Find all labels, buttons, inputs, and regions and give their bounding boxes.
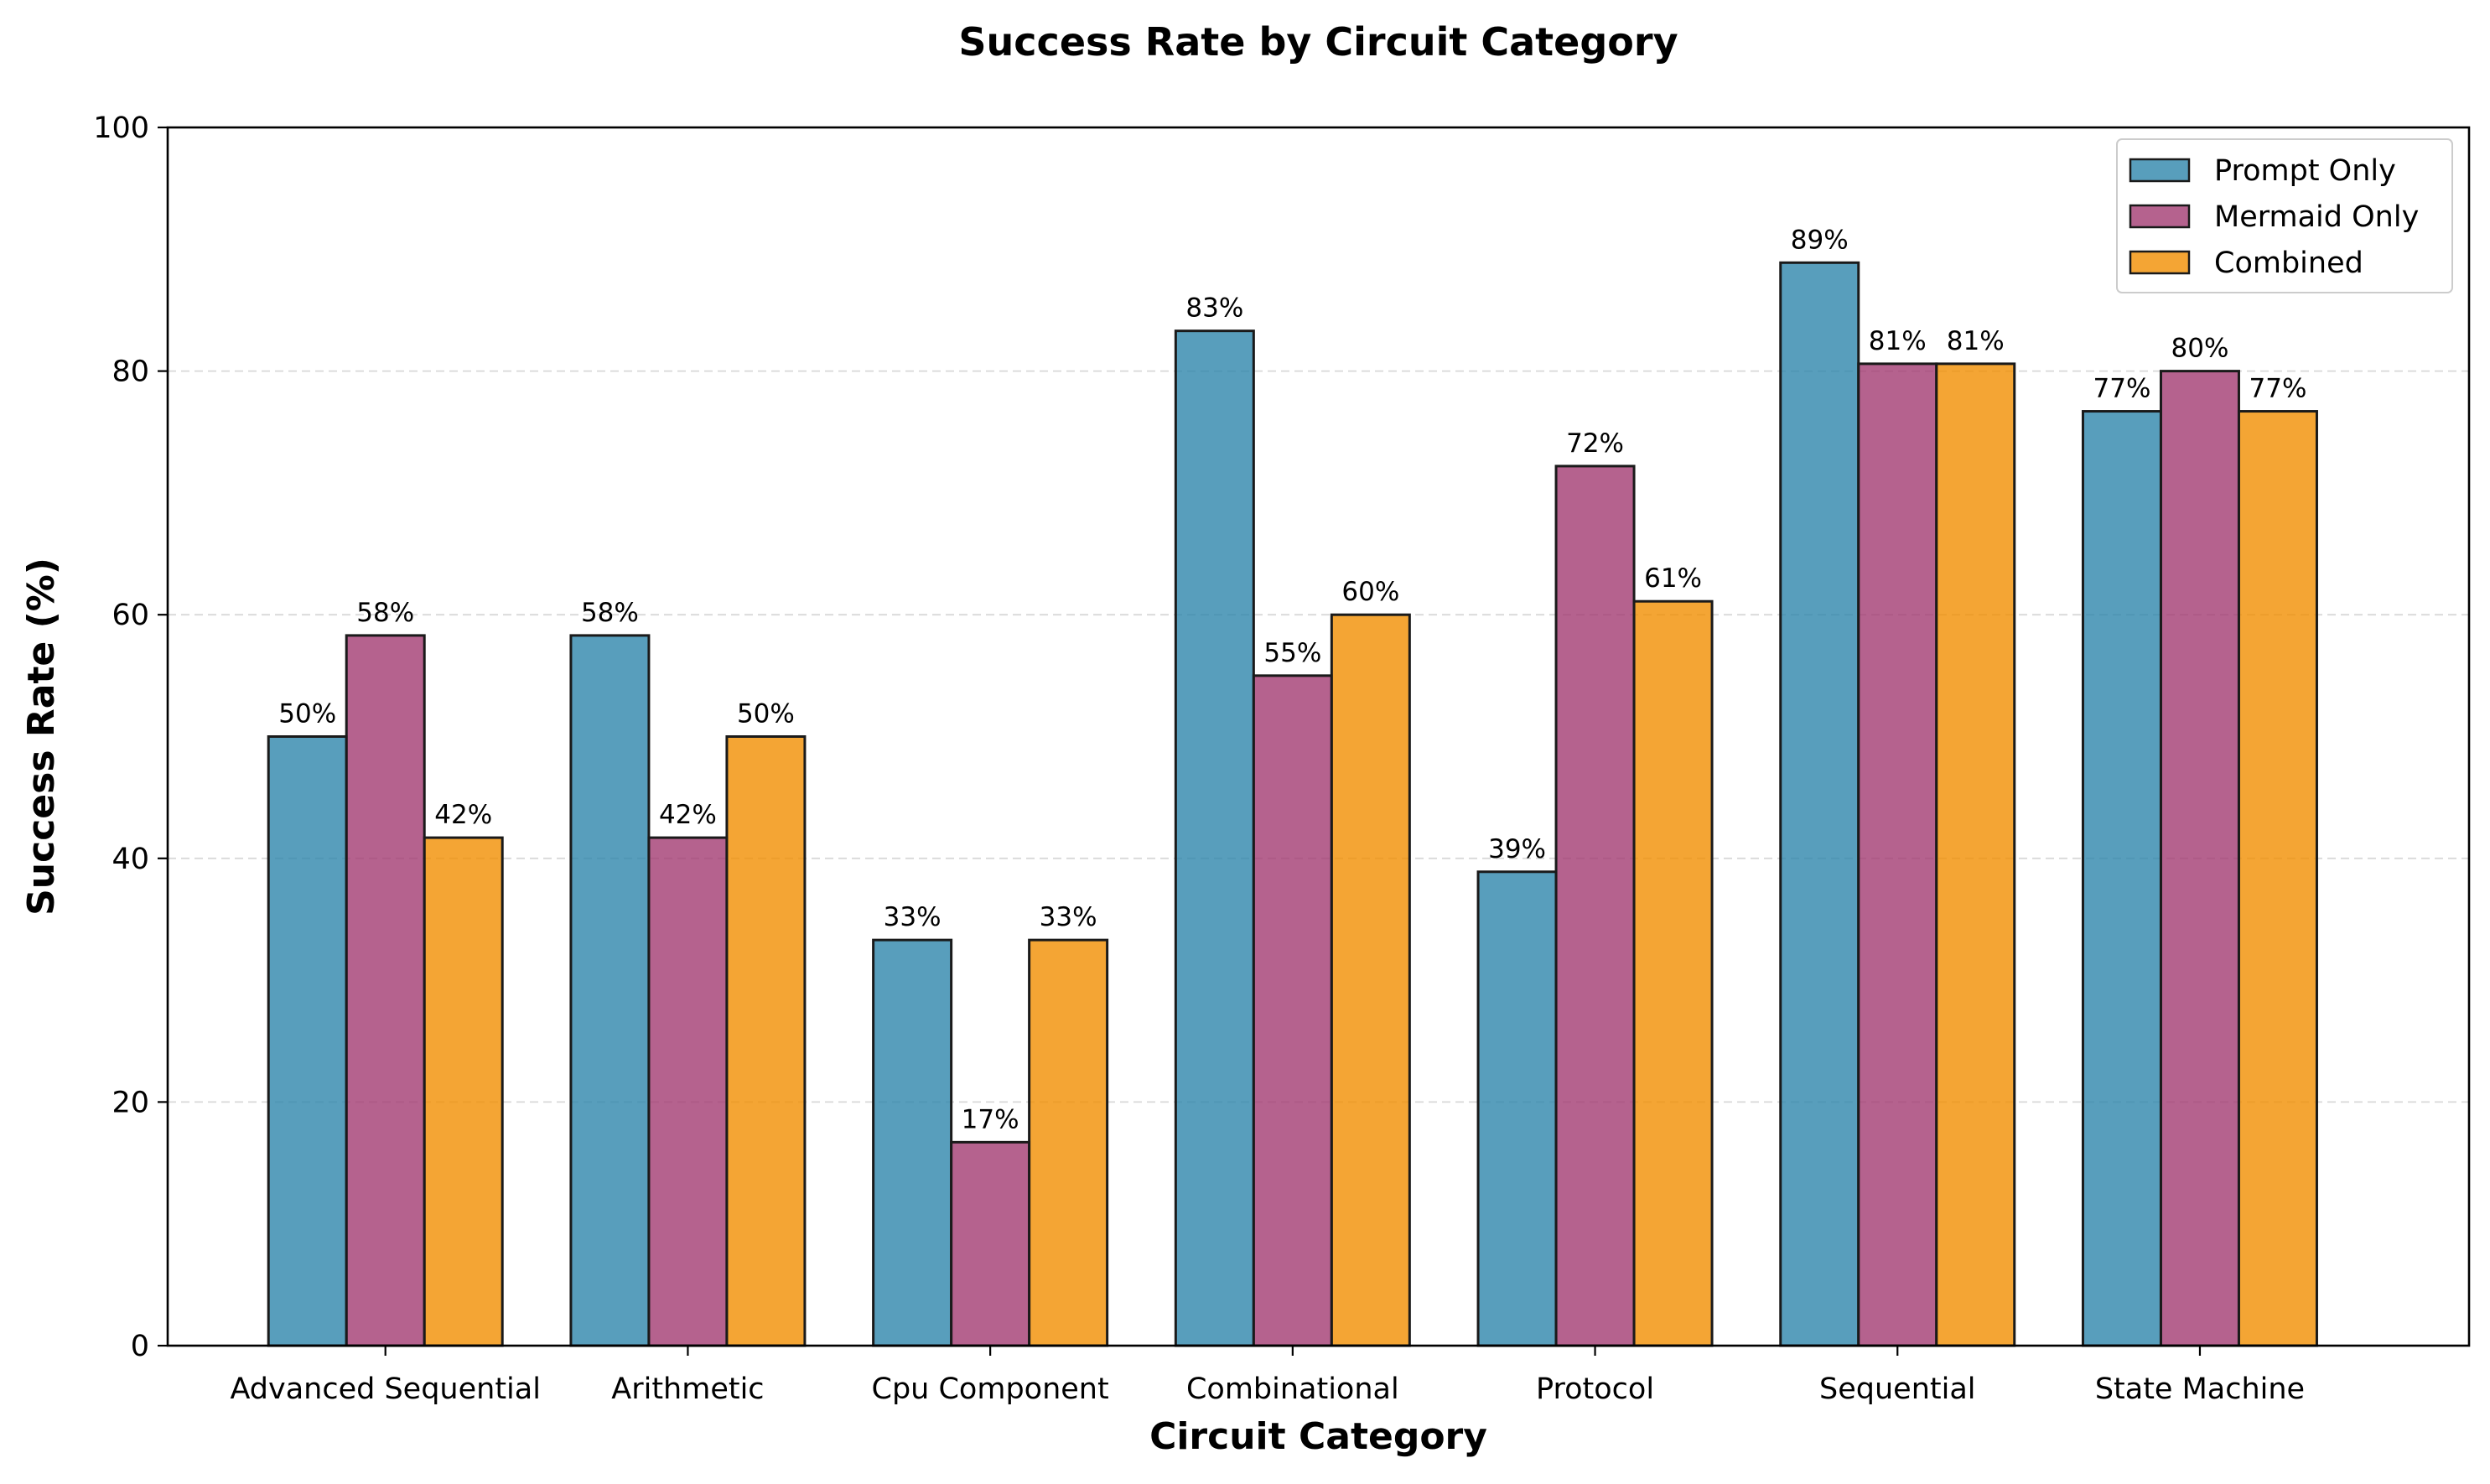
gridlines: [168, 370, 2469, 1103]
plot-frame: [166, 126, 2471, 1347]
chart-title: Success Rate by Circuit Category: [958, 19, 1678, 65]
x-tick-label: Sequential: [1819, 1372, 1975, 1406]
legend-swatch: [2129, 204, 2191, 229]
bar-value-label: 50%: [278, 699, 336, 729]
bar-mermaid-only: [1857, 362, 1938, 1347]
legend-label: Combined: [2214, 246, 2363, 280]
bar-mermaid-only: [950, 1140, 1031, 1347]
bar-prompt-only: [2081, 410, 2162, 1347]
bar-value-label: 50%: [737, 699, 795, 729]
x-axis: Advanced Sequential Arithmetic Cpu Compone…: [230, 1346, 2305, 1406]
bar-value-label: 42%: [434, 800, 492, 830]
bar-value-label: 17%: [962, 1104, 1019, 1134]
bar-prompt-only: [1476, 870, 1558, 1347]
bar-value-label: 58%: [581, 598, 639, 628]
legend-label: Prompt Only: [2214, 154, 2396, 188]
bar-value-label: 77%: [2093, 374, 2151, 404]
bar-combined: [1935, 362, 2016, 1347]
x-tick-label: Protocol: [1536, 1372, 1654, 1406]
bar-mermaid-only: [1554, 464, 1636, 1347]
bar-value-label: 55%: [1263, 638, 1321, 668]
bar-mermaid-only: [345, 634, 426, 1347]
y-tick-label: 0: [131, 1330, 149, 1363]
x-tick-label: Advanced Sequential: [230, 1372, 541, 1406]
bars: [267, 261, 2318, 1347]
y-tick-label: 80: [112, 355, 149, 389]
x-tick-label: Arithmetic: [611, 1372, 764, 1406]
bar-prompt-only: [267, 735, 348, 1347]
bar-combined: [1330, 613, 1411, 1347]
legend-swatch: [2129, 250, 2191, 275]
bar-value-label: 89%: [1791, 225, 1849, 255]
bar-value-label: 77%: [2249, 374, 2307, 404]
bar-combined: [2237, 410, 2318, 1347]
legend-box: [2116, 138, 2453, 293]
bar-value-label: 61%: [1644, 563, 1702, 594]
bar-mermaid-only: [2159, 370, 2240, 1347]
bar-value-label: 81%: [1947, 326, 2005, 356]
bar-value-label: 39%: [1488, 834, 1546, 864]
bar-prompt-only: [872, 938, 953, 1347]
bar-value-label: 42%: [659, 800, 717, 830]
y-tick-label: 40: [112, 843, 149, 876]
bar-combined: [725, 735, 807, 1347]
bar-combined: [423, 836, 504, 1347]
bar-mermaid-only: [1252, 674, 1333, 1347]
legend-swatch: [2129, 158, 2191, 183]
bar-value-label: 58%: [356, 598, 414, 628]
bar-value-label: 81%: [1869, 326, 1927, 356]
y-axis-title: Success Rate (%): [20, 558, 63, 916]
y-tick-label: 100: [93, 112, 149, 145]
legend-label: Mermaid Only: [2214, 200, 2419, 234]
y-axis: 0 20 40 60 80 100: [93, 112, 168, 1363]
bar-value-label: 33%: [1040, 902, 1097, 932]
x-axis-title: Circuit Category: [1149, 1415, 1487, 1458]
bar-value-label: 83%: [1185, 293, 1243, 324]
x-tick-label: State Machine: [2095, 1372, 2305, 1406]
bar-prompt-only: [1779, 261, 1860, 1347]
legend: Prompt Only Mermaid Only Combined: [2116, 138, 2453, 293]
bar-value-label: 33%: [884, 902, 942, 932]
y-tick-label: 60: [112, 599, 149, 632]
bar-combined: [1028, 938, 1109, 1347]
bar-value-label: 80%: [2171, 334, 2229, 364]
x-tick-label: Combinational: [1186, 1372, 1399, 1406]
bar-prompt-only: [1174, 329, 1255, 1347]
bar-value-labels: 50% 58% 42% 58% 42% 50% 33% 17% 33% 83% 55% 60% 39% 7…: [278, 225, 2306, 1134]
bar-combined: [1632, 599, 1714, 1347]
x-tick-label: Cpu Component: [872, 1372, 1109, 1406]
y-tick-label: 20: [112, 1086, 149, 1119]
bar-mermaid-only: [647, 836, 729, 1347]
bar-value-label: 72%: [1566, 428, 1624, 459]
bar-value-label: 60%: [1341, 577, 1399, 607]
bar-prompt-only: [569, 634, 651, 1347]
